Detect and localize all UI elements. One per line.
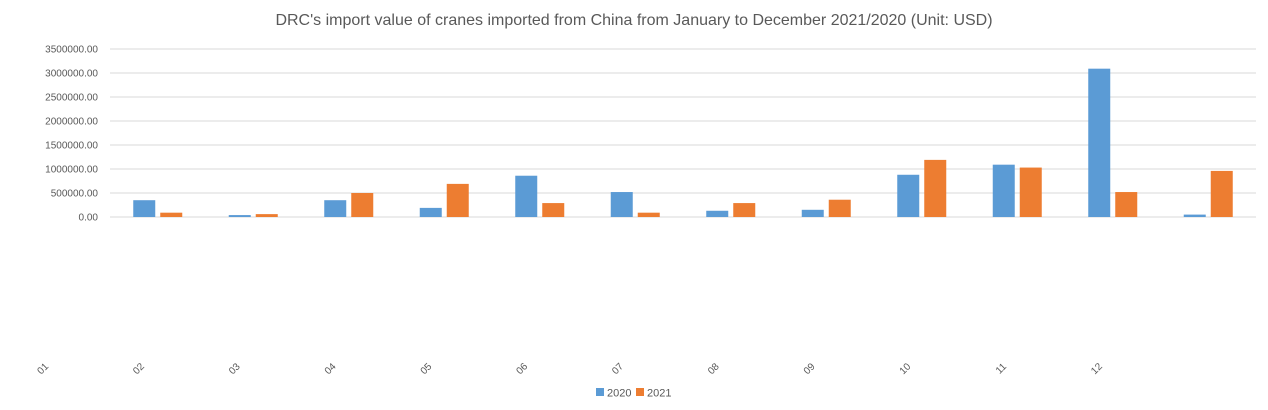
x-tick-label: 07 bbox=[610, 361, 626, 377]
legend-label-2021: 2021 bbox=[647, 388, 671, 400]
bar-2021-03 bbox=[351, 193, 374, 217]
bar-2020-09 bbox=[897, 174, 920, 217]
y-axis-tick-labels: 0.00 500000.00 1000000.00 1500000.00 2000000… bbox=[45, 45, 98, 224]
x-tick-label: 04 bbox=[323, 361, 339, 377]
bar-2021-05 bbox=[542, 203, 565, 217]
bar-2020-07 bbox=[706, 210, 729, 217]
x-tick-label: 05 bbox=[419, 361, 435, 377]
bar-2020-01 bbox=[133, 200, 156, 217]
bar-2021-06 bbox=[637, 212, 660, 217]
y-tick-label: 1000000.00 bbox=[45, 165, 98, 176]
legend-swatch-2021 bbox=[636, 388, 644, 396]
y-tick-label: 3000000.00 bbox=[45, 69, 98, 80]
x-tick-label: 03 bbox=[227, 361, 243, 377]
bar-2020-04 bbox=[419, 207, 442, 217]
bar-2020-02 bbox=[228, 215, 251, 217]
x-axis-tick-labels: 01 02 03 04 05 06 07 08 09 10 11 12 bbox=[35, 361, 1105, 377]
x-tick-label: 02 bbox=[131, 361, 147, 377]
y-tick-label: 3500000.00 bbox=[45, 45, 98, 56]
bar-2020-10 bbox=[992, 164, 1015, 217]
bar-2020-03 bbox=[324, 200, 347, 217]
chart-title: DRC's import value of cranes imported fr… bbox=[275, 12, 992, 29]
bars bbox=[133, 68, 1233, 218]
x-tick-label: 12 bbox=[1089, 361, 1105, 377]
y-tick-label: 2000000.00 bbox=[45, 117, 98, 128]
x-tick-label: 10 bbox=[898, 361, 914, 377]
bar-2020-06 bbox=[610, 192, 633, 217]
bar-2020-05 bbox=[515, 175, 538, 217]
bar-2020-11 bbox=[1088, 68, 1111, 218]
y-tick-label: 1500000.00 bbox=[45, 141, 98, 152]
bar-2020-08 bbox=[801, 209, 824, 217]
bar-2020-12 bbox=[1183, 214, 1206, 217]
bar-2021-01 bbox=[160, 212, 183, 217]
x-tick-label: 01 bbox=[35, 361, 51, 377]
bar-2021-02 bbox=[255, 214, 278, 217]
legend-label-2020: 2020 bbox=[607, 388, 631, 400]
bar-2021-11 bbox=[1115, 192, 1138, 217]
bar-2021-12 bbox=[1210, 170, 1233, 217]
gridlines bbox=[110, 48, 1256, 218]
x-tick-label: 08 bbox=[706, 361, 722, 377]
y-tick-label: 2500000.00 bbox=[45, 93, 98, 104]
x-tick-label: 09 bbox=[802, 361, 818, 377]
y-tick-label: 0.00 bbox=[79, 213, 99, 224]
bar-2021-09 bbox=[924, 159, 947, 217]
bar-2021-10 bbox=[1019, 167, 1042, 217]
x-tick-label: 06 bbox=[514, 361, 530, 377]
bar-2021-07 bbox=[733, 203, 756, 217]
legend: 2020 2021 bbox=[596, 388, 671, 400]
y-tick-label: 500000.00 bbox=[51, 189, 99, 200]
x-tick-label: 11 bbox=[994, 361, 1009, 376]
legend-swatch-2020 bbox=[596, 388, 604, 396]
bar-2021-04 bbox=[446, 183, 469, 217]
bar-2021-08 bbox=[828, 199, 851, 217]
